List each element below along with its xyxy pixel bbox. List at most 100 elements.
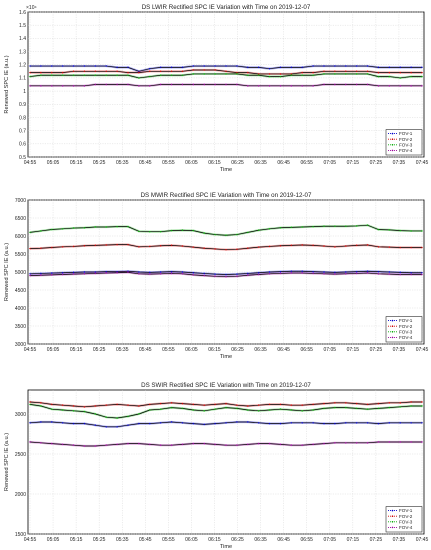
data-point xyxy=(159,422,162,424)
data-point xyxy=(225,70,227,73)
data-point xyxy=(127,243,129,246)
data-point xyxy=(72,273,75,275)
data-point xyxy=(40,272,42,275)
data-point xyxy=(334,65,336,67)
data-point xyxy=(105,272,107,274)
data-point xyxy=(94,271,97,273)
data-point xyxy=(181,66,184,69)
data-point xyxy=(388,441,391,443)
data-point xyxy=(94,74,97,76)
data-point xyxy=(127,71,129,74)
y-tick-label: 1 xyxy=(23,89,26,95)
data-point xyxy=(410,422,412,424)
data-point xyxy=(301,71,303,74)
x-tick-label: 06:15 xyxy=(208,160,221,166)
data-point xyxy=(410,273,412,276)
data-point xyxy=(138,230,140,233)
y-tick-label: 5000 xyxy=(15,270,26,276)
data-point xyxy=(301,74,303,76)
data-point xyxy=(127,424,129,426)
data-point xyxy=(290,74,293,76)
data-point xyxy=(138,273,140,275)
data-point xyxy=(192,69,195,71)
data-point xyxy=(105,416,107,418)
legend-label: FOV-2 xyxy=(399,137,413,142)
data-point xyxy=(203,65,205,67)
data-point xyxy=(421,75,423,78)
data-point xyxy=(323,73,325,75)
data-point xyxy=(323,70,325,73)
data-point xyxy=(345,65,347,67)
data-point xyxy=(410,272,412,274)
data-point xyxy=(355,272,358,275)
data-point xyxy=(312,422,314,424)
data-point xyxy=(257,272,260,274)
x-tick-label: 05:35 xyxy=(116,537,129,543)
data-point xyxy=(421,246,423,249)
data-point xyxy=(334,406,336,409)
legend-label: FOV-1 xyxy=(399,318,413,323)
data-point xyxy=(345,406,347,409)
data-point xyxy=(105,65,107,67)
data-point xyxy=(399,77,401,79)
data-point xyxy=(138,442,140,445)
data-point xyxy=(40,421,42,423)
data-point xyxy=(257,410,260,412)
data-point xyxy=(29,401,31,403)
data-point xyxy=(377,246,380,248)
x-tick-label: 04:55 xyxy=(24,160,37,166)
data-point xyxy=(214,69,216,71)
x-tick-label: 07:05 xyxy=(324,537,337,543)
data-point xyxy=(323,442,325,445)
data-point xyxy=(421,272,423,274)
data-point xyxy=(290,73,293,75)
data-point xyxy=(192,246,195,248)
data-point xyxy=(159,74,162,76)
data-point xyxy=(61,71,64,74)
data-point xyxy=(377,407,380,410)
data-point xyxy=(290,404,293,406)
data-point xyxy=(301,85,303,87)
data-point xyxy=(323,402,325,405)
data-point xyxy=(268,228,271,230)
data-point xyxy=(323,422,325,425)
data-point xyxy=(268,75,271,78)
data-point xyxy=(247,66,249,69)
data-point xyxy=(159,230,162,233)
data-point xyxy=(127,74,129,76)
data-point xyxy=(225,406,227,409)
data-point xyxy=(377,85,380,87)
data-point xyxy=(159,402,162,405)
data-point xyxy=(61,74,64,76)
x-tick-label: 07:25 xyxy=(370,347,383,353)
y-tick-label: 0.5 xyxy=(19,155,26,161)
data-point xyxy=(105,244,107,246)
data-point xyxy=(312,65,314,67)
data-point xyxy=(94,226,97,228)
data-point xyxy=(105,270,107,273)
data-point xyxy=(257,74,260,76)
data-point xyxy=(257,246,260,248)
x-tick-label: 06:55 xyxy=(300,347,313,353)
y-exponent-label: ×10⁴ xyxy=(26,5,37,11)
data-point xyxy=(225,444,227,446)
data-point xyxy=(301,444,303,446)
x-tick-label: 05:05 xyxy=(47,347,60,353)
x-tick-label: 07:15 xyxy=(347,347,360,353)
legend-marker xyxy=(391,526,394,529)
data-point xyxy=(214,408,216,410)
data-point xyxy=(290,270,293,272)
data-point xyxy=(51,71,53,74)
data-point xyxy=(257,442,260,445)
data-point xyxy=(214,233,216,236)
data-point xyxy=(72,405,75,407)
y-tick-label: 0.7 xyxy=(19,128,26,134)
data-point xyxy=(301,66,303,69)
data-point xyxy=(40,230,42,232)
x-tick-label: 07:15 xyxy=(347,537,360,543)
data-point xyxy=(138,70,140,73)
data-point xyxy=(94,83,97,86)
x-tick-label: 07:05 xyxy=(324,347,337,353)
x-tick-label: 06:15 xyxy=(208,537,221,543)
data-point xyxy=(83,422,86,425)
